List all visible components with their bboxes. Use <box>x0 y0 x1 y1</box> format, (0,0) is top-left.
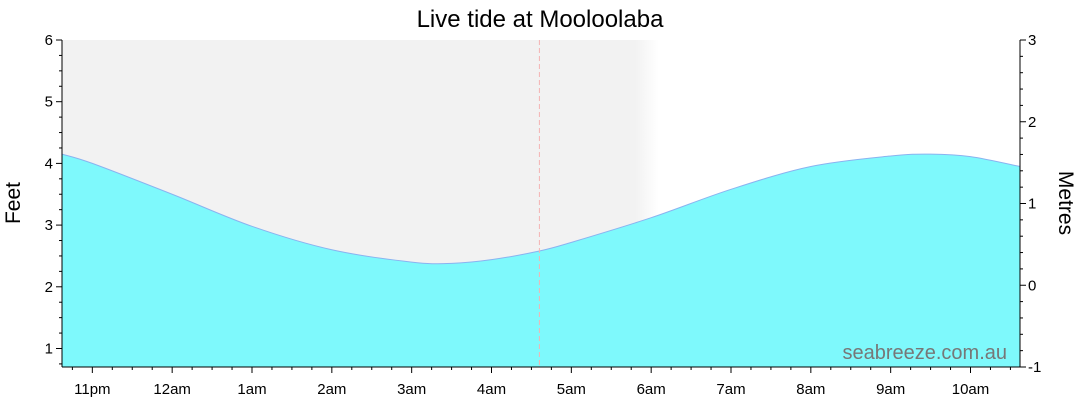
y-tick-label-metres: 1 <box>1028 196 1036 213</box>
x-tick-label: 6am <box>637 381 666 398</box>
x-tick-label: 1am <box>237 381 266 398</box>
y-axis-title-metres: Metres <box>1054 171 1077 235</box>
y-tick-label-feet: 4 <box>45 155 53 172</box>
y-tick-label-feet: 1 <box>45 340 53 357</box>
y-tick-label-metres: 3 <box>1028 32 1036 49</box>
y-tick-label-metres: 2 <box>1028 114 1036 131</box>
x-tick-label: 9am <box>876 381 905 398</box>
y-axis-title-feet: Feet <box>2 182 25 224</box>
x-tick-label: 10am <box>952 381 990 398</box>
tide-area <box>62 154 1020 367</box>
y-tick-label-feet: 6 <box>45 32 53 49</box>
watermark: seabreeze.com.au <box>842 342 1007 364</box>
x-tick-label: 2am <box>317 381 346 398</box>
y-tick-label-feet: 2 <box>45 279 53 296</box>
x-tick-label: 12am <box>153 381 191 398</box>
y-tick-label-metres: 0 <box>1028 277 1036 294</box>
x-tick-label: 5am <box>557 381 586 398</box>
y-ticks-feet: 1 2 3 4 5 6 <box>45 32 62 365</box>
x-tick-label: 8am <box>796 381 825 398</box>
chart-title: Live tide at Mooloolaba <box>417 6 664 33</box>
x-tick-label: 11pm <box>74 381 110 398</box>
y-tick-label-feet: 3 <box>45 217 53 234</box>
y-tick-label-metres: -1 <box>1028 359 1041 376</box>
x-tick-label: 3am <box>397 381 426 398</box>
y-ticks-metres: -1 0 1 2 3 <box>1020 32 1041 376</box>
x-tick-label: 7am <box>716 381 745 398</box>
x-ticks: 11pm 12am 1am 2am 3am 4am 5am 6am 7am 8am 9am 10am <box>71 367 1011 398</box>
x-tick-label: 4am <box>477 381 506 398</box>
y-tick-label-feet: 5 <box>45 94 53 111</box>
